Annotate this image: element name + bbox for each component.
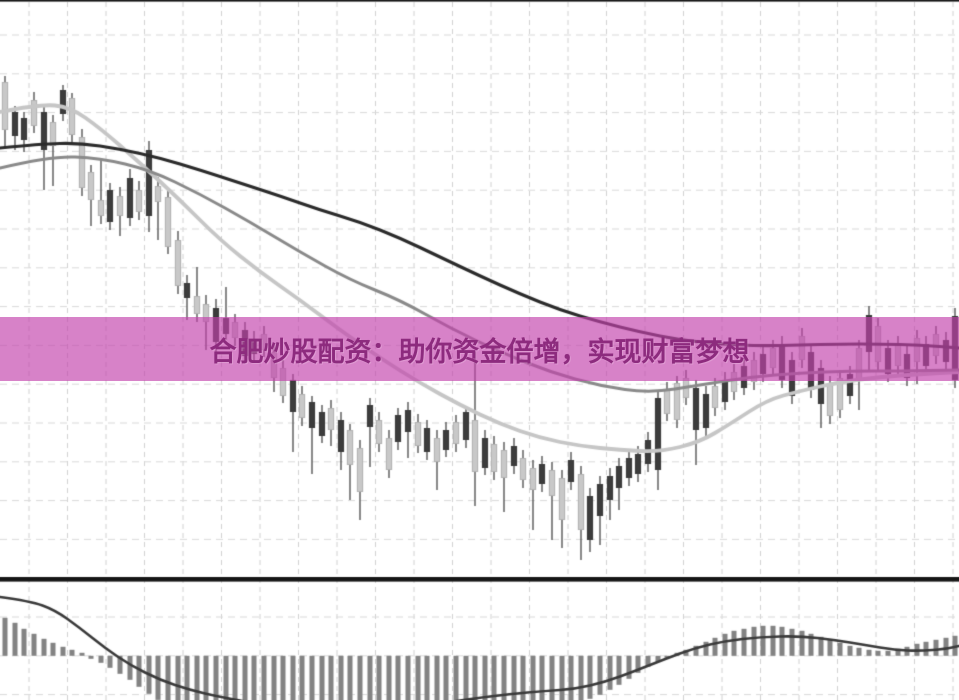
stock-chart-image: 合肥炒股配资：助你资金倍增，实现财富梦想 — [0, 0, 959, 700]
stock-chart-canvas — [0, 0, 959, 700]
